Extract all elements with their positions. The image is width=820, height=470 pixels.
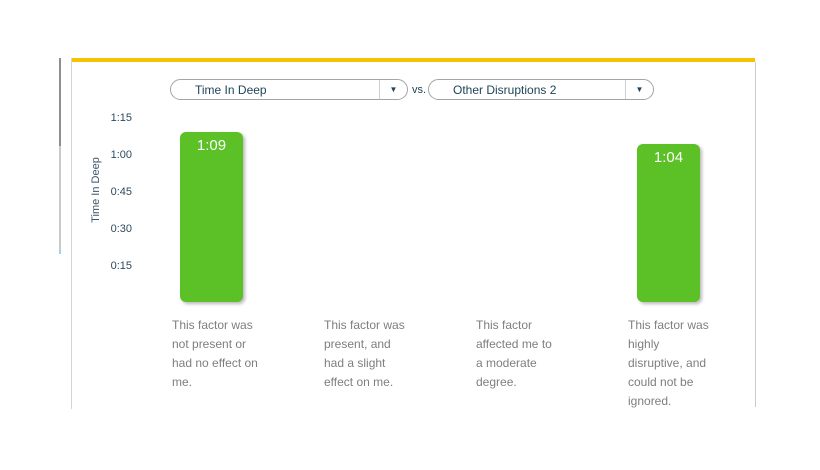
bar-time-in-deep-category-1: 1:09 bbox=[180, 132, 243, 302]
factor-dropdown[interactable]: Other Disruptions 2 ▼ bbox=[428, 79, 654, 100]
bar-value-label: 1:09 bbox=[196, 137, 227, 154]
metric-dropdown-value: Time In Deep bbox=[195, 82, 267, 97]
bar-time-in-deep-category-4: 1:04 bbox=[637, 144, 700, 302]
panel-top-accent-bar bbox=[72, 58, 755, 62]
scrollbar-thumb[interactable] bbox=[59, 58, 61, 146]
chevron-down-icon: ▼ bbox=[635, 84, 644, 94]
factor-dropdown-arrow-zone[interactable]: ▼ bbox=[625, 80, 653, 99]
y-axis-tick: 1:15 bbox=[110, 112, 132, 124]
y-axis-tick: 0:45 bbox=[110, 186, 132, 198]
chevron-down-icon: ▼ bbox=[389, 84, 398, 94]
vs-label: vs. bbox=[411, 84, 427, 96]
y-axis-tick: 0:30 bbox=[110, 223, 132, 235]
category-label-1: This factor was not present or had no ef… bbox=[172, 318, 258, 389]
bar-value-label: 1:04 bbox=[653, 149, 684, 166]
metric-dropdown-arrow-zone[interactable]: ▼ bbox=[379, 80, 407, 99]
category-label-3: This factor affected me to a moderate de… bbox=[476, 318, 552, 389]
panel-border-right bbox=[755, 62, 756, 407]
category-label-2: This factor was present, and had a sligh… bbox=[324, 318, 405, 389]
panel-border-left bbox=[71, 58, 72, 409]
y-axis-tick: 1:00 bbox=[110, 149, 132, 161]
chart-plot-area: 1:09 1:04 bbox=[140, 100, 756, 302]
scrollbar-tip bbox=[59, 250, 61, 254]
category-label-4: This factor was highly disruptive, and c… bbox=[628, 318, 709, 408]
metric-dropdown[interactable]: Time In Deep ▼ bbox=[170, 79, 408, 100]
scrollbar-track[interactable] bbox=[59, 146, 61, 250]
factor-dropdown-value: Other Disruptions 2 bbox=[453, 82, 557, 97]
y-axis-tick: 0:15 bbox=[110, 260, 132, 272]
